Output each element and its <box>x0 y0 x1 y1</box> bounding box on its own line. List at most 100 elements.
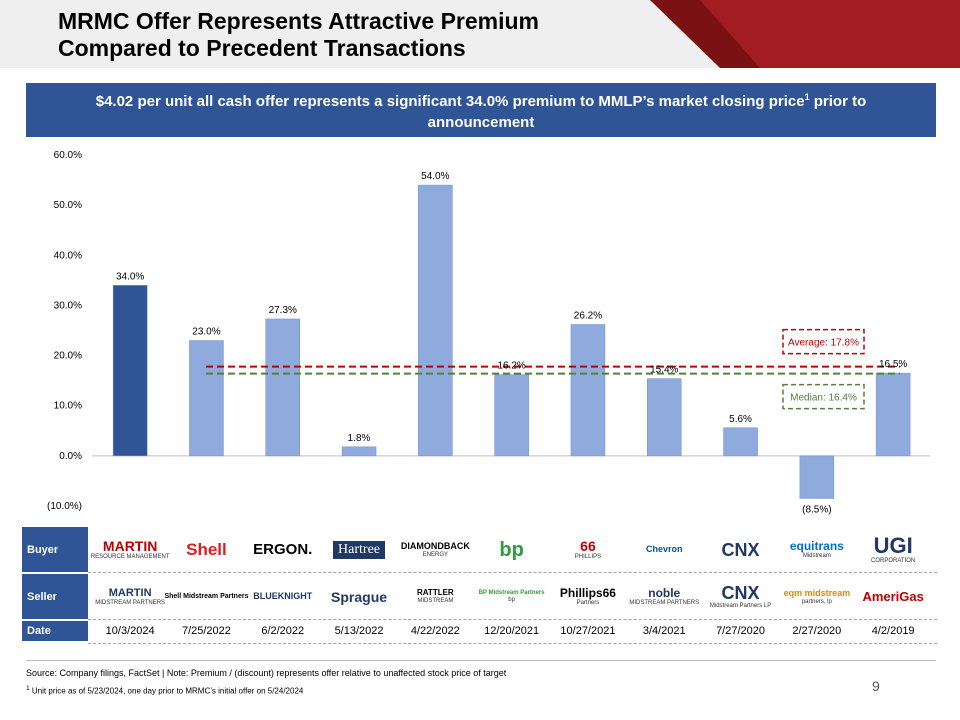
buyer-logo-name: DIAMONDBACK <box>400 540 470 551</box>
slide-title-line-2: Compared to Precedent Transactions <box>58 35 466 61</box>
slide-title-line-1: MRMC Offer Represents Attractive Premium <box>58 8 539 34</box>
buyer-logo: ERGON. <box>245 527 321 572</box>
data-label: 54.0% <box>421 171 449 182</box>
data-label: 34.0% <box>116 271 144 282</box>
average-label-box <box>782 328 865 355</box>
seller-logo-subtext: partners, lp <box>801 598 832 605</box>
transaction-date: 7/25/2022 <box>181 625 231 637</box>
header-background <box>0 0 960 68</box>
median-label: Median: 16.4% <box>790 393 857 404</box>
buyer-logo-subtext: ENERGY <box>422 551 448 558</box>
seller-logo-subtext: Partners <box>576 600 600 606</box>
row-label-seller: Seller <box>22 574 88 619</box>
row-divider <box>88 572 937 573</box>
bar-10/27/2021 <box>570 324 606 457</box>
seller-logo: BLUEKNIGHT <box>245 574 321 619</box>
buyer-logo: DIAMONDBACK ENERGY <box>397 527 473 572</box>
seller-logo-subtext: bp <box>508 597 515 603</box>
data-label: 26.2% <box>574 310 602 321</box>
seller-logo: RATTLER MIDSTREAM <box>397 574 473 619</box>
seller-logo-name: Sprague <box>331 588 388 605</box>
bar-10/3/2024 <box>112 285 148 457</box>
y-tick-label: 10.0% <box>54 401 82 412</box>
bar-4/22/2022 <box>418 184 453 457</box>
y-tick-label: 0.0% <box>59 451 82 462</box>
seller-logo-name: AmeriGas <box>862 589 924 604</box>
transaction-date: 12/20/2021 <box>484 625 540 637</box>
slide-header: MRMC Offer Represents Attractive Premium… <box>0 0 960 68</box>
buyer-logo-subtext: Midstream <box>802 553 831 559</box>
seller-logo: Sprague <box>321 574 397 619</box>
footer-divider <box>26 660 936 661</box>
seller-logo: noble MIDSTREAM PARTNERS <box>626 574 702 619</box>
bar-5/13/2022 <box>341 446 377 457</box>
transaction-date: 5/13/2022 <box>334 625 384 637</box>
reference-lines: Average: 17.8% Median: 16.4% <box>206 328 900 410</box>
bars <box>112 184 911 499</box>
source-note: Source: Company filings, FactSet | Note:… <box>26 668 507 678</box>
seller-logo-name: noble <box>648 586 681 600</box>
buyer-logo-name: CNX <box>721 539 760 560</box>
buyer-logo: equitrans Midstream <box>779 527 855 572</box>
data-label: (8.5%) <box>802 504 831 515</box>
buyer-logo-subtext: RESOURCE MANAGEMENT <box>90 554 170 560</box>
buyer-logo-name: bp <box>499 538 524 561</box>
transaction-date: 10/3/2024 <box>105 625 155 637</box>
buyer-logo: MARTIN RESOURCE MANAGEMENT <box>90 527 170 572</box>
average-label: Average: 17.8% <box>788 338 859 349</box>
median-label-box <box>782 383 865 410</box>
transaction-date: 10/27/2021 <box>560 625 616 637</box>
row-divider <box>88 643 937 644</box>
y-tick-label: 50.0% <box>54 200 82 211</box>
transaction-date: 3/4/2021 <box>642 625 686 637</box>
data-label: 16.5% <box>879 359 907 370</box>
transaction-date: 4/2/2019 <box>871 625 915 637</box>
buyer-logo-name: ERGON. <box>253 541 313 558</box>
bar-6/2/2022 <box>265 318 300 457</box>
seller-logo-name: MARTIN <box>108 586 152 599</box>
bar-7/25/2022 <box>189 340 224 457</box>
y-tick-label: (10.0%) <box>47 501 82 512</box>
page-number: 9 <box>872 678 880 694</box>
buyer-logo-name: equitrans <box>789 539 844 553</box>
y-tick-label: 20.0% <box>54 351 82 362</box>
buyer-logo: 66 PHILLIPS <box>550 527 626 572</box>
footnote: 1 Unit price as of 5/23/2024, one day pr… <box>26 685 304 696</box>
data-label: 15.4% <box>650 365 678 376</box>
seller-logo: eqm midstream partners, lp <box>779 574 855 619</box>
buyer-logo: Chevron <box>626 527 702 572</box>
headline-banner-text: $4.02 per unit all cash offer represents… <box>95 92 867 131</box>
seller-logo-subtext: Midstream Partners LP <box>709 603 772 609</box>
seller-logo: CNX Midstream Partners LP <box>702 574 778 619</box>
buyer-logo: Hartree <box>321 527 397 572</box>
buyer-logo-name: Chevron <box>645 544 683 554</box>
buyer-logo-subtext: CORPORATION <box>871 558 916 564</box>
buyer-logo-name: Shell <box>186 540 227 559</box>
buyer-logo-name: MARTIN <box>102 538 158 554</box>
seller-logo-name: Phillips66 <box>559 586 616 600</box>
data-label: 16.2% <box>497 361 525 372</box>
transactions-table: Buyer Seller Date MARTIN RESOURCE MANAGEM… <box>22 523 937 645</box>
buyer-logo: UGI CORPORATION <box>855 527 931 572</box>
row-divider <box>88 619 937 620</box>
footnote-marker: 1 <box>804 92 810 102</box>
bar-3/4/2021 <box>647 378 682 457</box>
seller-logo-name: CNX <box>721 583 760 603</box>
data-label: 27.3% <box>269 305 297 316</box>
seller-logo-name: BP Midstream Partners <box>478 590 545 596</box>
bar-4/2/2019 <box>875 372 911 457</box>
seller-logo: Phillips66 Partners <box>550 574 626 619</box>
seller-logo-subtext: MIDSTREAM PARTNERS <box>629 600 700 606</box>
bar-12/20/2021 <box>494 374 529 457</box>
buyer-logo: CNX <box>702 527 778 572</box>
seller-logo: AmeriGas <box>855 574 931 619</box>
seller-logo-name: eqm midstream <box>783 587 851 598</box>
buyer-logo-name: 66 <box>580 538 596 554</box>
y-tick-label: 60.0% <box>54 150 82 161</box>
buyer-logo-name: UGI <box>873 533 913 558</box>
buyer-logo: Shell <box>168 527 244 572</box>
bar-2/27/2020 <box>799 455 835 499</box>
row-label-date: Date <box>22 621 88 641</box>
seller-logo: BP Midstream Partners bp <box>474 574 550 619</box>
transaction-date: 4/22/2022 <box>410 625 460 637</box>
